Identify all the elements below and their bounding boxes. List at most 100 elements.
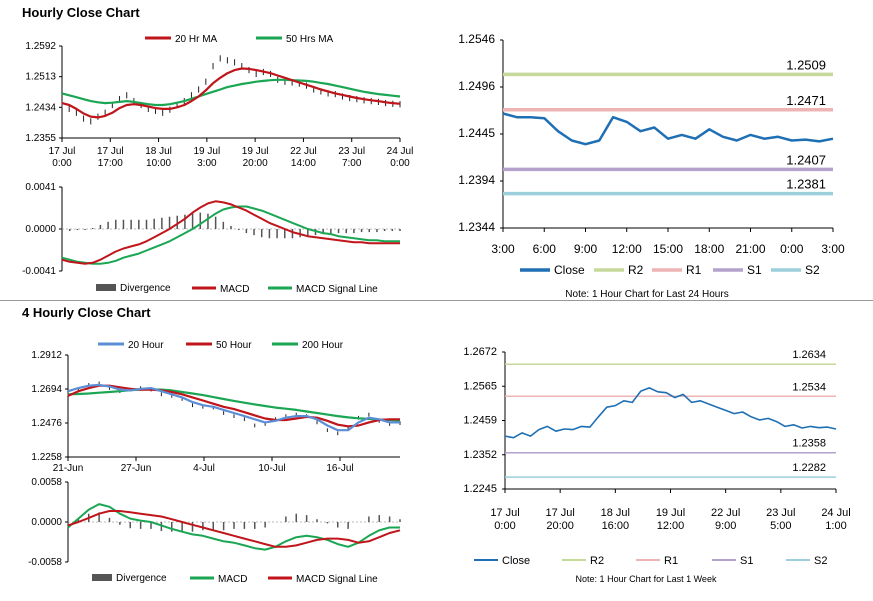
- y-tick-label: -0.0041: [22, 266, 56, 277]
- x-tick-label: 19 Jul 3:00: [194, 146, 221, 169]
- y-tick-label: 0.0041: [25, 182, 56, 193]
- x-tick-label: 17 Jul 20:00: [545, 507, 574, 532]
- legend-swatch: [96, 284, 116, 291]
- chart-note: Note: 1 Hour Chart for Last 24 Hours: [565, 289, 728, 300]
- legend-label: R1: [664, 555, 678, 567]
- y-tick-label: 1.2434: [25, 102, 56, 113]
- x-tick-label: 17 Jul 0:00: [49, 146, 76, 169]
- y-tick-label: 1.2476: [31, 418, 62, 429]
- legend-label: R2: [590, 555, 604, 567]
- legend-label: 20 Hr MA: [175, 34, 218, 45]
- legend-label: Close: [502, 555, 530, 567]
- hourly-section-title: Hourly Close Chart: [22, 5, 140, 20]
- signal-line: [61, 205, 400, 265]
- ma20-line: [61, 67, 401, 119]
- fourhour-section-title: 4 Hourly Close Chart: [22, 305, 151, 320]
- y-tick-label: 1.2352: [463, 449, 497, 461]
- legend-label: R1: [686, 263, 702, 277]
- x-tick-label: 21-Jun: [53, 463, 84, 474]
- x-tick-label: 3:00: [491, 242, 515, 256]
- legend-label: Divergence: [120, 283, 171, 294]
- legend-label: S1: [747, 263, 762, 277]
- x-tick-label: 16-Jul: [326, 463, 353, 474]
- legend-label: 200 Hour: [302, 340, 344, 351]
- legend-label: 50 Hour: [216, 340, 252, 351]
- legend-label: 20 Hour: [128, 340, 164, 351]
- ma20-line: [67, 383, 400, 432]
- level-label: 1.2534: [792, 381, 826, 393]
- x-tick-label: 24 Jul 1:00: [821, 507, 850, 532]
- x-tick-label: 18 Jul 16:00: [601, 507, 630, 532]
- y-tick-label: 1.2355: [25, 133, 56, 144]
- x-tick-label: 17 Jul 17:00: [97, 146, 124, 169]
- y-tick-label: 1.2459: [463, 415, 497, 427]
- x-tick-label: 9:00: [574, 242, 598, 256]
- level-label: 1.2509: [786, 57, 826, 72]
- level-label: 1.2471: [786, 93, 826, 108]
- y-tick-label: 1.2694: [31, 384, 62, 395]
- level-label: 1.2282: [792, 462, 826, 474]
- ma50-line: [61, 78, 401, 107]
- legend-label: S2: [814, 555, 827, 567]
- level-label: 1.2381: [786, 177, 826, 192]
- chart-note: Note: 1 Hour Chart for Last 1 Week: [576, 574, 717, 584]
- y-tick-label: 1.2912: [31, 350, 62, 361]
- y-tick-label: 1.2513: [25, 72, 56, 83]
- y-tick-label: 1.2258: [31, 452, 62, 463]
- close-line: [502, 112, 834, 146]
- y-tick-label: 1.2344: [458, 220, 495, 234]
- section-divider: [0, 300, 873, 301]
- legend-label: MACD: [220, 284, 249, 295]
- legend-label: MACD Signal Line: [296, 284, 378, 295]
- x-tick-label: 22 Jul 14:00: [290, 146, 317, 169]
- x-tick-label: 6:00: [533, 242, 557, 256]
- y-tick-label: 1.2565: [463, 380, 497, 392]
- level-label: 1.2634: [792, 349, 826, 361]
- macd-line: [61, 200, 400, 265]
- y-tick-label: 1.2496: [458, 79, 495, 93]
- x-tick-label: 18 Jul 10:00: [145, 146, 172, 169]
- y-tick-label: 0.0000: [25, 224, 56, 235]
- level-label: 1.2358: [792, 438, 826, 450]
- y-tick-label: 1.2394: [458, 173, 495, 187]
- x-tick-label: 18:00: [694, 242, 724, 256]
- legend-label: S2: [805, 263, 820, 277]
- x-tick-label: 23 Jul 5:00: [766, 507, 795, 532]
- y-tick-label: -0.0058: [28, 557, 62, 568]
- legend-label: MACD: [218, 574, 247, 585]
- macd-line: [67, 503, 400, 551]
- y-tick-label: 1.2592: [25, 41, 56, 52]
- legend-label: R2: [628, 263, 644, 277]
- x-tick-label: 24 Jul 0:00: [387, 146, 414, 169]
- x-tick-label: 27-Jun: [121, 463, 152, 474]
- x-tick-label: 0:00: [780, 242, 804, 256]
- x-tick-label: 4-Jul: [193, 463, 215, 474]
- x-tick-label: 15:00: [653, 242, 683, 256]
- legend-label: S1: [740, 555, 753, 567]
- y-tick-label: 1.2245: [463, 483, 497, 495]
- legend-swatch: [92, 574, 112, 581]
- y-tick-label: 0.0058: [31, 477, 62, 488]
- signal-line: [67, 510, 401, 548]
- legend-label: 50 Hrs MA: [286, 34, 334, 45]
- x-tick-label: 12:00: [612, 242, 642, 256]
- y-tick-label: 0.0000: [31, 517, 62, 528]
- x-tick-label: 3:00: [821, 242, 845, 256]
- x-tick-label: 10-Jul: [258, 463, 285, 474]
- close-line: [504, 387, 837, 439]
- legend-label: Divergence: [116, 573, 167, 584]
- x-tick-label: 17 Jul 0:00: [490, 507, 519, 532]
- x-tick-label: 21:00: [735, 242, 765, 256]
- ma50-line: [67, 384, 400, 428]
- x-tick-label: 19 Jul 20:00: [242, 146, 269, 169]
- level-label: 1.2407: [786, 152, 826, 167]
- x-tick-label: 19 Jul 12:00: [656, 507, 685, 532]
- y-tick-label: 1.2546: [458, 32, 495, 46]
- y-tick-label: 1.2445: [458, 126, 495, 140]
- y-tick-label: 1.2672: [463, 346, 497, 358]
- legend-label: MACD Signal Line: [296, 574, 378, 585]
- legend-label: Close: [554, 263, 585, 277]
- x-tick-label: 22 Jul 9:00: [711, 507, 740, 532]
- x-tick-label: 23 Jul 7:00: [338, 146, 365, 169]
